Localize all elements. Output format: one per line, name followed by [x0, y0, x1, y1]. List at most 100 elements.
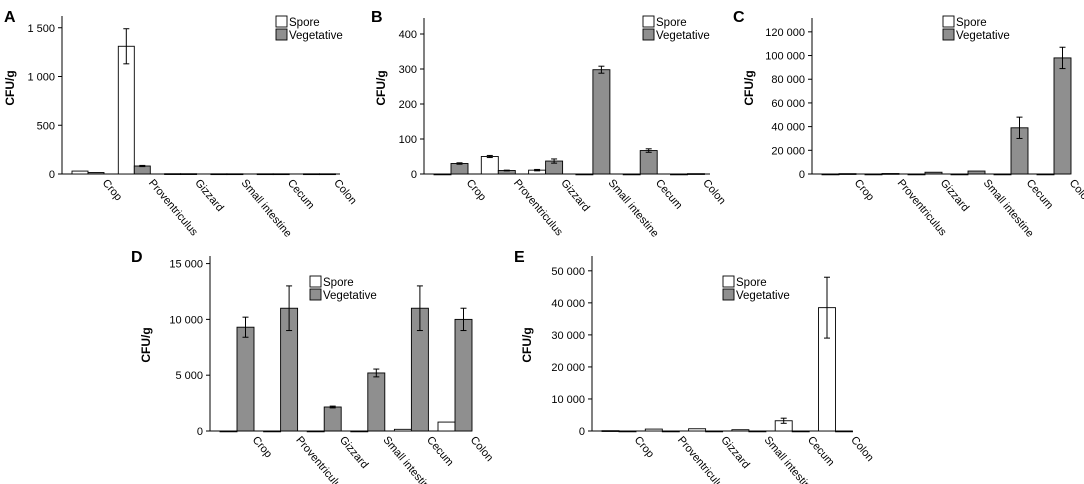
bar-c-spore-4 [993, 173, 1012, 176]
y-tick-label-c: 100 000 [765, 51, 805, 63]
y-axis-title-c: CFU/g [742, 70, 756, 105]
legend-swatch-e-vegetative [722, 288, 735, 301]
bar-e-spore-2 [688, 428, 707, 432]
bar-b-vegetative-5 [687, 173, 705, 175]
bar-c-spore-3 [950, 173, 969, 176]
bar-a-spore-1 [117, 45, 135, 175]
legend-swatch-a-spore [275, 15, 288, 28]
bar-c-spore-1 [864, 173, 883, 176]
y-tick-label-c: 0 [799, 169, 805, 181]
bar-b-spore-3 [575, 173, 594, 176]
bar-c-vegetative-3 [967, 170, 986, 175]
y-tick-label-d: 0 [197, 426, 203, 438]
bar-e-spore-3 [731, 429, 750, 432]
y-tick-label-e: 10 000 [551, 394, 585, 406]
panel-label-a: A [4, 9, 16, 26]
legend-label-a-vegetative: Vegetative [289, 30, 343, 42]
panel-label-c: C [733, 9, 745, 26]
y-tick-label-c: 60 000 [771, 98, 805, 110]
bar-c-vegetative-0 [838, 173, 857, 175]
bar-a-vegetative-1 [133, 165, 151, 175]
panel-label-d: D [131, 249, 143, 266]
bar-e-vegetative-3 [748, 430, 767, 433]
legend-swatch-c-vegetative [942, 28, 955, 41]
legend-swatch-a-vegetative [275, 28, 288, 41]
bar-d-spore-4 [393, 428, 412, 432]
bar-d-spore-2 [306, 430, 325, 433]
bar-e-vegetative-1 [661, 430, 680, 433]
bar-e-vegetative-4 [791, 430, 810, 433]
bar-d-vegetative-2 [323, 406, 342, 432]
bar-a-spore-3 [210, 173, 228, 176]
legend-label-e-vegetative: Vegetative [736, 290, 790, 302]
y-axis-title-d: CFU/g [139, 327, 153, 362]
y-axis-title-a: CFU/g [3, 70, 17, 105]
bar-b-spore-0 [433, 173, 452, 176]
bar-e-vegetative-0 [618, 430, 637, 433]
bar-a-vegetative-4 [272, 173, 290, 176]
legend-swatch-c-spore [942, 15, 955, 28]
y-tick-label-e: 50 000 [551, 266, 585, 278]
legend-label-c-spore: Spore [956, 17, 987, 29]
y-tick-label-a: 0 [49, 169, 55, 181]
bar-a-spore-0 [71, 170, 89, 175]
y-tick-label-e: 20 000 [551, 362, 585, 374]
bar-b-vegetative-3 [592, 69, 611, 175]
y-axis-title-b: CFU/g [374, 70, 388, 105]
legend-label-b-vegetative: Vegetative [656, 30, 710, 42]
y-tick-label-e: 0 [579, 426, 585, 438]
y-tick-label-b: 0 [411, 169, 417, 181]
bar-d-spore-0 [219, 430, 238, 433]
y-tick-label-b: 300 [399, 64, 417, 76]
bar-b-spore-4 [622, 173, 641, 176]
bar-a-spore-5 [303, 173, 320, 176]
bar-a-vegetative-2 [180, 173, 198, 175]
legend-swatch-e-spore [722, 275, 735, 288]
bar-b-spore-5 [670, 173, 688, 176]
y-tick-label-a: 1 500 [27, 23, 55, 35]
y-tick-label-a: 500 [37, 120, 55, 132]
y-tick-label-d: 15 000 [169, 259, 203, 271]
legend-label-e-spore: Spore [736, 277, 767, 289]
legend-label-a-spore: Spore [289, 17, 320, 29]
y-tick-label-e: 40 000 [551, 298, 585, 310]
y-tick-label-b: 200 [399, 99, 417, 111]
bar-d-vegetative-3 [367, 372, 386, 432]
legend-swatch-b-vegetative [642, 28, 655, 41]
bar-c-spore-2 [907, 173, 926, 176]
bar-d-spore-5 [437, 421, 456, 432]
y-tick-label-a: 1 000 [27, 72, 55, 84]
bar-d-spore-1 [263, 430, 282, 433]
panel-label-b: B [371, 9, 383, 26]
bar-a-spore-2 [164, 173, 182, 175]
bar-c-vegetative-5 [1053, 57, 1072, 175]
legend-swatch-d-spore [309, 275, 322, 288]
bar-c-vegetative-2 [924, 171, 943, 175]
y-tick-label-b: 100 [399, 134, 417, 146]
bar-d-vegetative-0 [236, 326, 255, 432]
legend-label-d-spore: Spore [323, 277, 354, 289]
y-tick-label-c: 120 000 [765, 27, 805, 39]
bar-b-vegetative-4 [639, 150, 658, 175]
y-tick-label-d: 10 000 [169, 314, 203, 326]
y-tick-label-c: 20 000 [771, 145, 805, 157]
y-tick-label-e: 30 000 [551, 330, 585, 342]
bar-c-spore-5 [1036, 173, 1055, 176]
bar-a-vegetative-5 [319, 173, 336, 176]
legend-swatch-b-spore [642, 15, 655, 28]
legend-label-c-vegetative: Vegetative [956, 30, 1010, 42]
bar-c-vegetative-1 [881, 173, 900, 175]
bar-a-vegetative-3 [226, 173, 244, 176]
bar-a-vegetative-0 [87, 172, 105, 175]
bar-b-vegetative-0 [450, 163, 469, 175]
bar-d-spore-3 [350, 430, 369, 433]
bar-d-vegetative-5 [454, 318, 473, 432]
bar-b-spore-1 [480, 156, 499, 175]
bar-e-spore-1 [644, 428, 663, 432]
panel-label-e: E [514, 249, 525, 266]
y-tick-label-c: 40 000 [771, 122, 805, 134]
legend-swatch-d-vegetative [309, 288, 322, 301]
bar-a-spore-4 [256, 173, 274, 176]
